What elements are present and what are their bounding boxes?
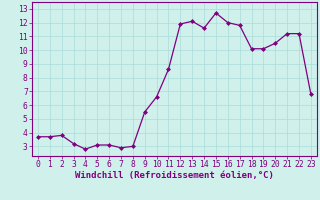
X-axis label: Windchill (Refroidissement éolien,°C): Windchill (Refroidissement éolien,°C) [75, 171, 274, 180]
